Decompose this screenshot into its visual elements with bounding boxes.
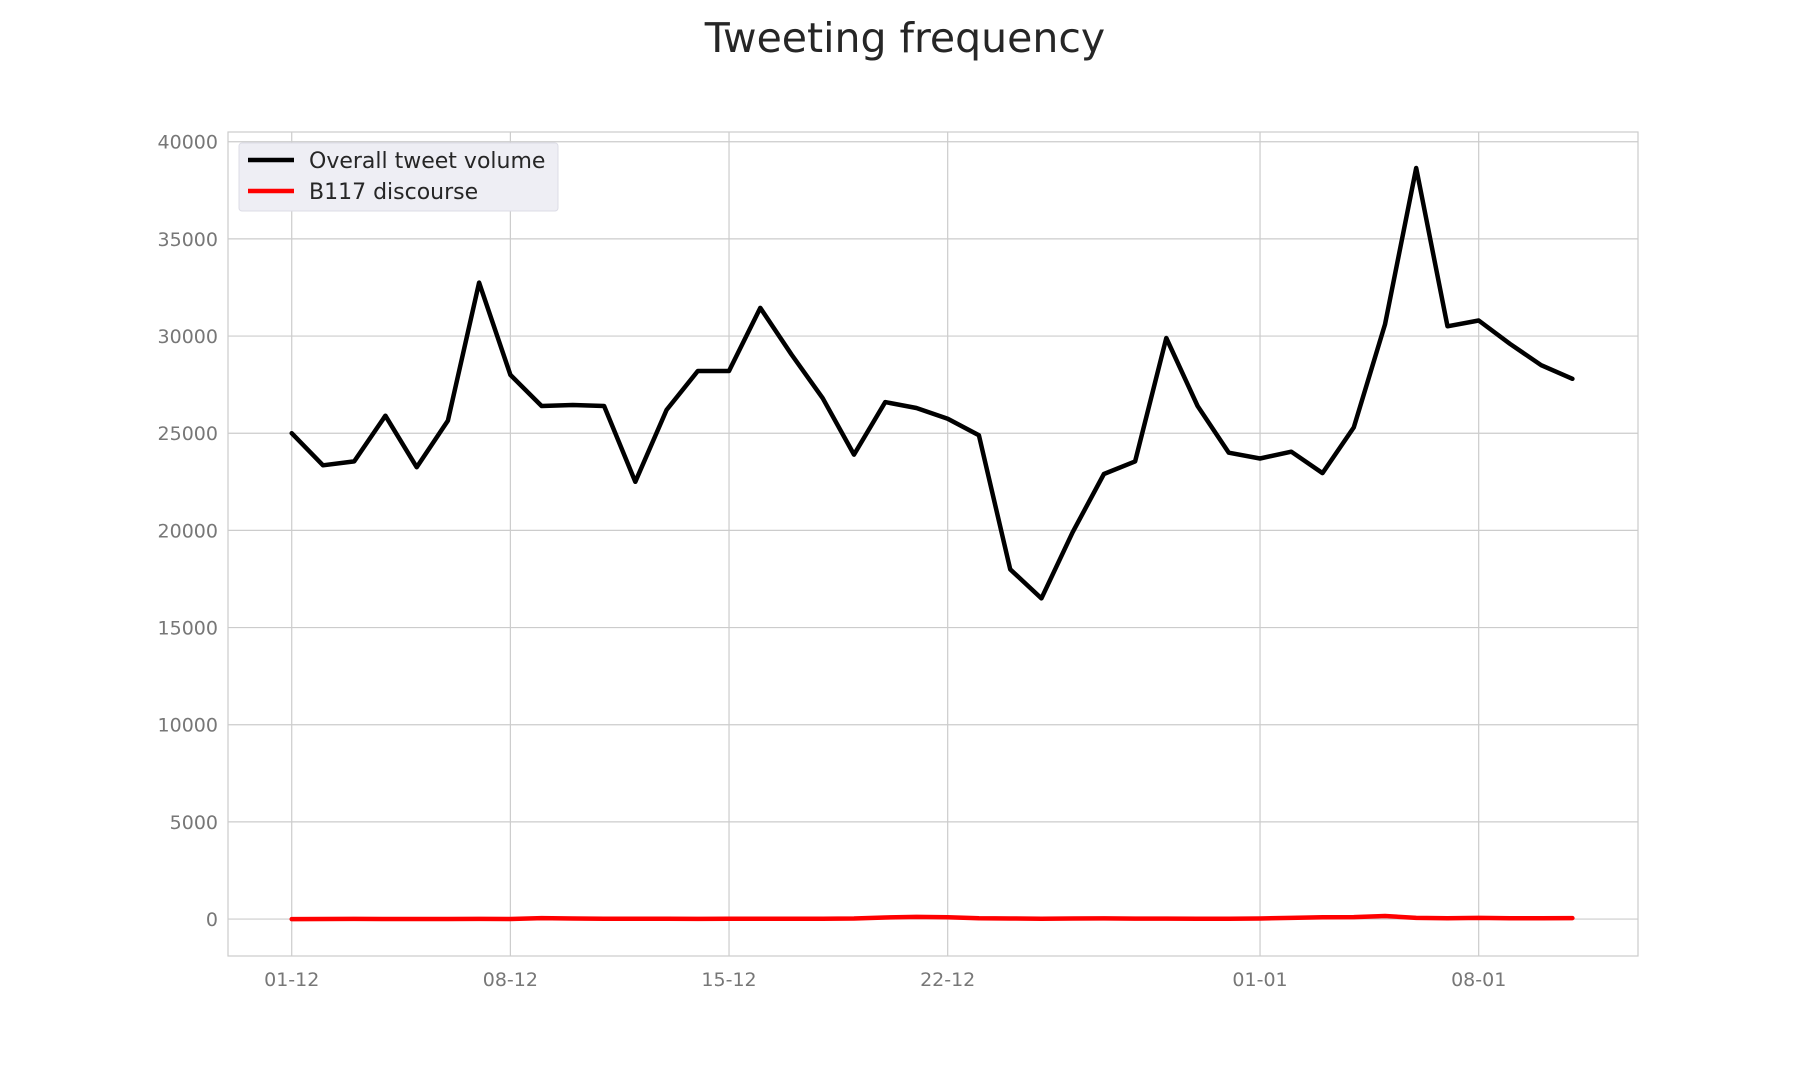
legend: Overall tweet volume B117 discourse	[238, 142, 559, 212]
y-tick-label: 0	[206, 909, 218, 931]
y-tick-label: 5000	[170, 812, 218, 834]
y-tick-label: 35000	[158, 229, 218, 251]
y-tick-label: 20000	[158, 520, 218, 542]
legend-label: B117 discourse	[309, 180, 478, 205]
grid	[228, 132, 1638, 956]
tick-labels: 0 5000 10000 15000 20000 25000 30000 35000 40000…	[158, 132, 1507, 991]
x-tick-label: 08-01	[1451, 969, 1506, 991]
x-tick-label: 01-01	[1232, 969, 1287, 991]
plot-frame	[227, 131, 1639, 957]
y-tick-label: 40000	[158, 132, 218, 154]
y-tick-label: 15000	[158, 618, 218, 640]
legend-label: Overall tweet volume	[309, 149, 545, 174]
y-tick-label: 30000	[158, 326, 218, 348]
y-tick-label: 25000	[158, 423, 218, 445]
chart-title: Tweeting frequency	[704, 14, 1106, 62]
series-layer	[289, 165, 1575, 922]
x-tick-label: 15-12	[701, 969, 756, 991]
x-tick-label: 01-12	[264, 969, 319, 991]
series-line-1	[289, 165, 1575, 601]
series-line-2	[289, 913, 1575, 922]
x-tick-label: 22-12	[920, 969, 975, 991]
y-tick-label: 10000	[158, 715, 218, 737]
legend-box	[238, 142, 559, 212]
x-tick-label: 08-12	[483, 969, 538, 991]
